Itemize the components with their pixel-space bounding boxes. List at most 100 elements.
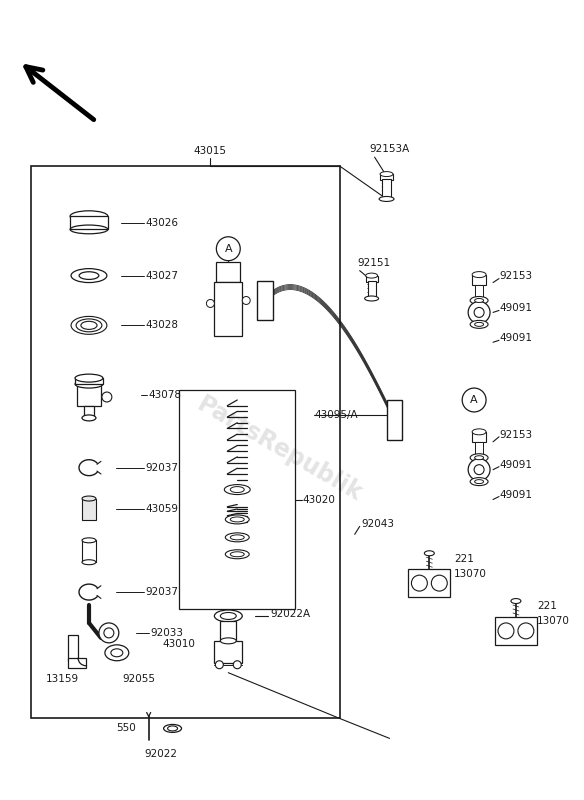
- Bar: [220, 621, 237, 641]
- Bar: [368, 281, 376, 298]
- Text: 43020: 43020: [302, 494, 335, 505]
- Bar: [75, 378, 103, 384]
- Text: 43095/A: 43095/A: [315, 410, 359, 420]
- Text: 221: 221: [454, 554, 474, 564]
- Text: 92153: 92153: [499, 430, 532, 440]
- Ellipse shape: [71, 316, 107, 334]
- Bar: [366, 275, 378, 282]
- Bar: [68, 658, 86, 668]
- Text: 92153: 92153: [499, 270, 532, 281]
- Circle shape: [518, 623, 534, 639]
- Bar: [472, 432, 486, 442]
- Bar: [387, 400, 402, 440]
- Ellipse shape: [425, 550, 434, 556]
- Circle shape: [412, 575, 427, 591]
- Ellipse shape: [379, 197, 394, 202]
- Bar: [408, 569, 450, 597]
- Bar: [82, 498, 96, 521]
- Text: 49091: 49091: [499, 303, 532, 314]
- Bar: [70, 216, 108, 230]
- Ellipse shape: [111, 649, 123, 657]
- Text: 13159: 13159: [46, 674, 79, 684]
- Circle shape: [432, 575, 447, 591]
- Bar: [68, 635, 78, 661]
- Ellipse shape: [70, 211, 108, 222]
- Ellipse shape: [76, 319, 102, 332]
- Bar: [82, 540, 96, 562]
- Text: 13070: 13070: [454, 569, 487, 579]
- Text: 92037: 92037: [145, 462, 179, 473]
- Ellipse shape: [470, 320, 488, 328]
- Circle shape: [474, 307, 484, 318]
- Ellipse shape: [470, 478, 488, 486]
- Circle shape: [468, 302, 490, 323]
- Circle shape: [242, 297, 250, 305]
- Ellipse shape: [230, 486, 244, 493]
- Ellipse shape: [82, 496, 96, 501]
- Ellipse shape: [225, 515, 249, 524]
- Text: 43010: 43010: [162, 639, 196, 649]
- Text: A: A: [470, 395, 478, 405]
- Ellipse shape: [82, 538, 96, 543]
- Ellipse shape: [511, 598, 521, 603]
- Text: 92022: 92022: [144, 750, 177, 759]
- Bar: [382, 179, 391, 199]
- Circle shape: [102, 392, 112, 402]
- Text: 43028: 43028: [145, 320, 179, 330]
- Ellipse shape: [475, 298, 484, 302]
- Ellipse shape: [230, 552, 244, 557]
- Bar: [380, 174, 393, 180]
- Ellipse shape: [82, 415, 96, 421]
- Ellipse shape: [225, 550, 249, 558]
- Ellipse shape: [475, 456, 484, 460]
- Bar: [214, 282, 242, 336]
- Text: 13070: 13070: [537, 616, 570, 626]
- Ellipse shape: [164, 725, 182, 733]
- Ellipse shape: [81, 322, 97, 330]
- Ellipse shape: [75, 374, 103, 382]
- Circle shape: [99, 623, 119, 643]
- Text: 43078: 43078: [149, 390, 182, 400]
- Ellipse shape: [364, 296, 378, 301]
- Ellipse shape: [230, 535, 244, 540]
- Ellipse shape: [224, 485, 250, 494]
- Bar: [179, 390, 295, 609]
- Text: 92153A: 92153A: [370, 144, 410, 154]
- Circle shape: [206, 299, 214, 307]
- Circle shape: [468, 458, 490, 481]
- Ellipse shape: [472, 429, 486, 435]
- Text: 43059: 43059: [145, 505, 179, 514]
- Text: 43015: 43015: [194, 146, 227, 156]
- Text: 92043: 92043: [361, 519, 395, 530]
- Ellipse shape: [225, 533, 249, 542]
- Text: 221: 221: [537, 601, 557, 611]
- Circle shape: [498, 623, 514, 639]
- Bar: [472, 274, 486, 285]
- Bar: [475, 442, 483, 458]
- Ellipse shape: [380, 171, 393, 177]
- Ellipse shape: [475, 322, 484, 326]
- Bar: [32, 166, 340, 718]
- Bar: [70, 216, 108, 230]
- Bar: [214, 641, 242, 662]
- Ellipse shape: [230, 517, 244, 522]
- Circle shape: [215, 661, 223, 669]
- Text: 49091: 49091: [499, 490, 532, 499]
- Ellipse shape: [105, 645, 129, 661]
- Text: 49091: 49091: [499, 460, 532, 470]
- Ellipse shape: [220, 613, 237, 619]
- Ellipse shape: [470, 454, 488, 462]
- Text: 43027: 43027: [145, 270, 179, 281]
- Circle shape: [474, 465, 484, 474]
- Ellipse shape: [470, 297, 488, 305]
- Bar: [216, 262, 240, 282]
- Circle shape: [462, 388, 486, 412]
- Ellipse shape: [214, 610, 242, 622]
- Text: 92022A: 92022A: [270, 609, 310, 619]
- Ellipse shape: [79, 272, 99, 279]
- Text: PartsRepublik: PartsRepublik: [193, 393, 367, 507]
- Ellipse shape: [71, 269, 107, 282]
- Circle shape: [104, 628, 114, 638]
- Bar: [84, 406, 94, 418]
- Bar: [257, 281, 273, 320]
